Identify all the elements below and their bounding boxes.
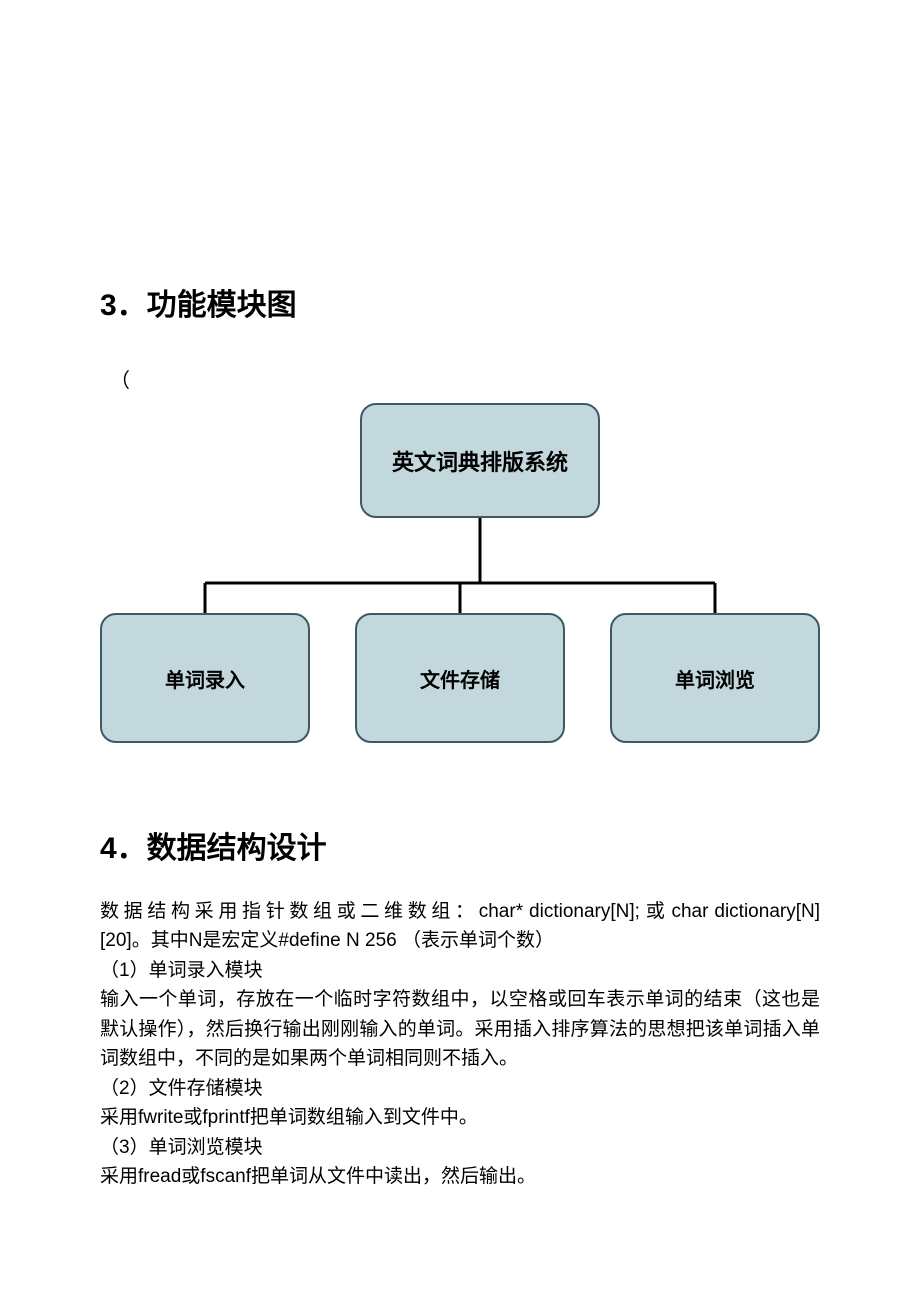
diagram-child-node-2: 文件存储	[355, 613, 565, 743]
sub3-body: 采用fread或fscanf把单词从文件中读出，然后输出。	[100, 1162, 820, 1191]
sub2-title: （2）文件存储模块	[100, 1074, 820, 1103]
sub3-title: （3）单词浏览模块	[100, 1133, 820, 1162]
section3-heading: 3．功能模块图	[100, 280, 820, 324]
section4-heading: 4．数据结构设计	[100, 823, 820, 867]
module-diagram: 英文词典排版系统 单词录入 文件存储 单词浏览	[100, 403, 820, 763]
diagram-child-node-3: 单词浏览	[610, 613, 820, 743]
open-paren: （	[110, 364, 820, 393]
sub1-title: （1）单词录入模块	[100, 956, 820, 985]
diagram-root-node: 英文词典排版系统	[360, 403, 600, 518]
diagram-child-node-1: 单词录入	[100, 613, 310, 743]
sub1-body: 输入一个单词，存放在一个临时字符数组中，以空格或回车表示单词的结束（这也是默认操…	[100, 985, 820, 1073]
para1-part-a: 数据结构采用指针数组或二维数组：	[100, 901, 479, 922]
section4-body: 数据结构采用指针数组或二维数组：char* dictionary[N]; 或 c…	[100, 897, 820, 1191]
sub2-body: 采用fwrite或fprintf把单词数组输入到文件中。	[100, 1103, 820, 1132]
